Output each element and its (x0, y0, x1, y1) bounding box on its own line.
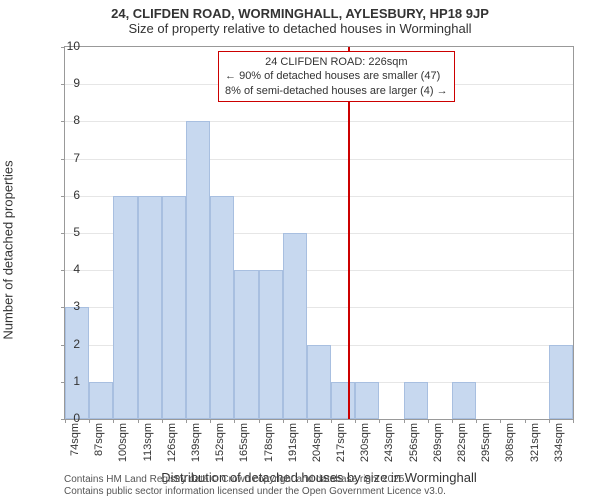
x-tick-label: 217sqm (335, 419, 347, 462)
y-axis-label: Number of detached properties (1, 160, 16, 339)
gridline (65, 159, 573, 160)
x-tick-label: 191sqm (287, 419, 299, 462)
footer-line-2: Contains public sector information licen… (64, 486, 446, 498)
annotation-line-smaller: ← 90% of detached houses are smaller (47… (225, 69, 448, 83)
y-tick-label: 4 (40, 262, 80, 276)
y-tick-label: 1 (40, 374, 80, 388)
annotation-box: 24 CLIFDEN ROAD: 226sqm← 90% of detached… (218, 51, 455, 102)
x-tick-label: 282sqm (456, 419, 468, 462)
x-tick-label: 295sqm (480, 419, 492, 462)
y-tick-label: 10 (40, 39, 80, 53)
histogram-bar (234, 270, 258, 419)
y-tick-label: 6 (40, 188, 80, 202)
x-tick-label: 321sqm (529, 419, 541, 462)
x-tick-label: 139sqm (190, 419, 202, 462)
annotation-title: 24 CLIFDEN ROAD: 226sqm (225, 55, 448, 69)
histogram-bar (355, 382, 379, 419)
histogram-bar (331, 382, 355, 419)
histogram-bar (113, 196, 137, 419)
y-tick-label: 8 (40, 113, 80, 127)
histogram-bar (549, 345, 573, 419)
x-tick-label: 243sqm (383, 419, 395, 462)
histogram-bar (162, 196, 186, 419)
histogram-bar (65, 307, 89, 419)
x-tick-label: 256sqm (408, 419, 420, 462)
x-tick-label: 126sqm (166, 419, 178, 462)
gridline (65, 121, 573, 122)
x-tick-label: 230sqm (359, 419, 371, 462)
property-marker-line (348, 47, 350, 419)
y-tick-label: 9 (40, 76, 80, 90)
annotation-line-larger: 8% of semi-detached houses are larger (4… (225, 84, 448, 98)
page-title: 24, CLIFDEN ROAD, WORMINGHALL, AYLESBURY… (0, 0, 600, 21)
x-tick-label: 178sqm (263, 419, 275, 462)
y-tick-label: 0 (40, 411, 80, 425)
histogram-bar (138, 196, 162, 419)
histogram-bar (283, 233, 307, 419)
x-tick-label: 308sqm (504, 419, 516, 462)
histogram-bar (307, 345, 331, 419)
histogram-bar (210, 196, 234, 419)
page-subtitle: Size of property relative to detached ho… (0, 21, 600, 40)
y-tick-label: 7 (40, 151, 80, 165)
x-tick-label: 100sqm (117, 419, 129, 462)
histogram-bar (186, 121, 210, 419)
plot-area: 74sqm87sqm100sqm113sqm126sqm139sqm152sqm… (64, 46, 574, 420)
footer-line-1: Contains HM Land Registry data © Crown c… (64, 474, 446, 486)
y-tick-label: 2 (40, 337, 80, 351)
histogram-bar (89, 382, 113, 419)
footer-attribution: Contains HM Land Registry data © Crown c… (64, 474, 446, 498)
histogram-bar (404, 382, 428, 419)
histogram-bar (452, 382, 476, 419)
x-tick-label: 152sqm (214, 419, 226, 462)
histogram-bar (259, 270, 283, 419)
x-tick-label: 204sqm (311, 419, 323, 462)
y-tick-label: 5 (40, 225, 80, 239)
y-tick-label: 3 (40, 299, 80, 313)
x-tick-label: 165sqm (238, 419, 250, 462)
chart-container: 24, CLIFDEN ROAD, WORMINGHALL, AYLESBURY… (0, 0, 600, 500)
x-tick-label: 269sqm (432, 419, 444, 462)
x-tick-label: 87sqm (93, 419, 105, 456)
chart-area: 74sqm87sqm100sqm113sqm126sqm139sqm152sqm… (64, 46, 574, 420)
x-tick-label: 113sqm (142, 419, 154, 461)
x-tick-label: 334sqm (553, 419, 565, 462)
